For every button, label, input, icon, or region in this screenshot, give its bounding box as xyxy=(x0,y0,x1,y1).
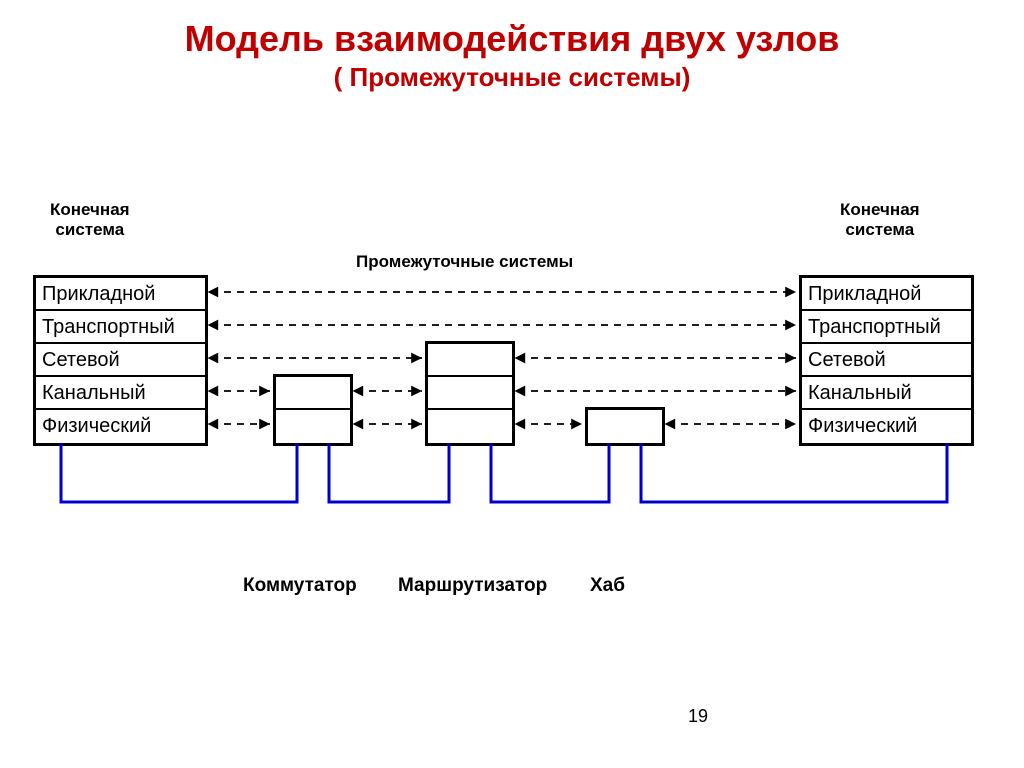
layer-сетевой: Сетевой xyxy=(802,344,971,377)
mini-layer xyxy=(276,410,350,443)
diagram-area: Конечнаясистема Конечнаясистема Промежут… xyxy=(0,180,1024,600)
mini-layer xyxy=(588,410,662,443)
mini-layer xyxy=(428,377,512,410)
right-end-system-stack: ПрикладнойТранспортныйСетевойКанальныйФи… xyxy=(799,275,974,446)
layer-прикладной: Прикладной xyxy=(36,278,205,311)
hub-stack xyxy=(585,407,665,446)
layer-физический: Физический xyxy=(802,410,971,443)
layer-канальный: Канальный xyxy=(36,377,205,410)
device-label-router: Маршрутизатор xyxy=(398,575,547,597)
layer-физический: Физический xyxy=(36,410,205,443)
switch-stack xyxy=(273,374,353,446)
page-title: Модель взаимодействия двух узлов xyxy=(0,0,1024,60)
layer-транспортный: Транспортный xyxy=(36,311,205,344)
layer-прикладной: Прикладной xyxy=(802,278,971,311)
left-end-system-stack: ПрикладнойТранспортныйСетевойКанальныйФи… xyxy=(33,275,208,446)
device-label-switch: Коммутатор xyxy=(243,575,357,597)
mini-layer xyxy=(276,377,350,410)
intermediate-label: Промежуточные системы xyxy=(356,252,573,272)
layer-сетевой: Сетевой xyxy=(36,344,205,377)
layer-канальный: Канальный xyxy=(802,377,971,410)
mini-layer xyxy=(428,410,512,443)
page-number: 19 xyxy=(688,706,708,727)
endsystem-label-right: Конечнаясистема xyxy=(840,200,920,240)
router-stack xyxy=(425,341,515,446)
device-label-hub: Хаб xyxy=(590,575,625,597)
page-subtitle: ( Промежуточные системы) xyxy=(0,62,1024,93)
mini-layer xyxy=(428,344,512,377)
endsystem-label-left: Конечнаясистема xyxy=(50,200,130,240)
layer-транспортный: Транспортный xyxy=(802,311,971,344)
